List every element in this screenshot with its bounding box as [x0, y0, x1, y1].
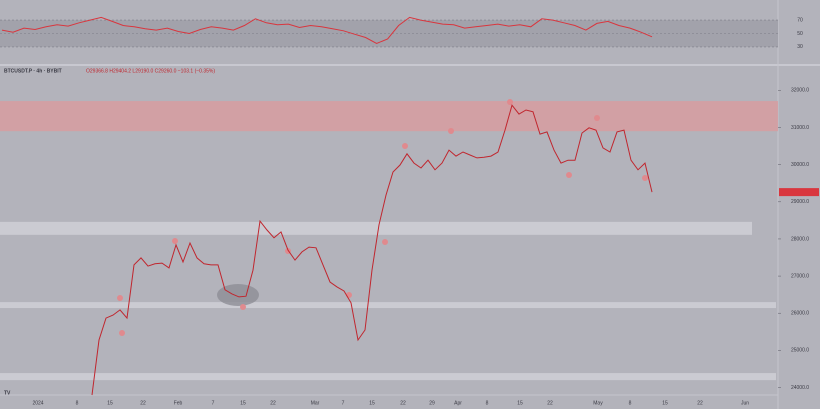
zone [0, 373, 776, 381]
zone [0, 221, 752, 235]
highlight-ellipse [217, 284, 259, 306]
pivot [402, 143, 408, 149]
rsi-tick-label: 30 [797, 44, 803, 50]
x-tick-label: 15 [662, 400, 668, 406]
y-tick-label: 27000.0 [791, 273, 809, 279]
zone [0, 302, 776, 309]
x-tick-label: 15 [240, 400, 246, 406]
x-tick-label: 15 [107, 400, 113, 406]
symbol-title: BTCUSDT.P · 4h · BYBIT [4, 68, 62, 74]
pivot-markers [117, 99, 648, 336]
x-tick-label: Feb [174, 400, 183, 406]
x-tick-label: 22 [140, 400, 146, 406]
pivot [594, 115, 600, 121]
x-tick-label: Apr [454, 400, 462, 406]
x-tick-label: 22 [697, 400, 703, 406]
ohlc-readout: O29366.8 H29404.2 L29190.0 C29260.0 −103… [86, 68, 215, 74]
x-tick-label: 29 [429, 400, 435, 406]
x-tick-label: Mar [311, 400, 320, 406]
pivot [642, 175, 648, 181]
x-tick-label: 22 [400, 400, 406, 406]
x-tick-label: 22 [270, 400, 276, 406]
pivot [566, 172, 572, 178]
x-tick-label: 7 [212, 400, 215, 406]
y-tick-label: 25000.0 [791, 348, 809, 354]
y-tick-label: 24000.0 [791, 385, 809, 391]
zone [0, 101, 778, 132]
y-tick-label: 31000.0 [791, 125, 809, 131]
last-price-tag [779, 188, 819, 197]
pivot [117, 295, 123, 301]
x-tick-label: 15 [369, 400, 375, 406]
pivot [119, 330, 125, 336]
x-tick-label: 8 [76, 400, 79, 406]
y-tick-label: 28000.0 [791, 236, 809, 242]
y-tick-label: 26000.0 [791, 311, 809, 317]
pivot [240, 304, 246, 310]
x-tick-label: 2024 [32, 400, 43, 406]
rsi-line [1, 16, 653, 45]
pivot [448, 128, 454, 134]
x-tick-label: Jun [741, 400, 749, 406]
y-tick-label: 29000.0 [791, 199, 809, 205]
logo: TV [4, 390, 11, 396]
x-tick-label: May [593, 400, 603, 406]
price-line [91, 104, 653, 396]
x-tick-label: 15 [517, 400, 523, 406]
x-tick-label: 8 [486, 400, 489, 406]
rsi-tick-label: 50 [797, 31, 803, 37]
x-tick-label: 22 [547, 400, 553, 406]
x-tick-label: 8 [629, 400, 632, 406]
pivot [382, 239, 388, 245]
rsi-tick-label: 70 [797, 17, 803, 23]
pivot [507, 99, 513, 105]
y-tick-label: 30000.0 [791, 162, 809, 168]
x-tick-label: 7 [342, 400, 345, 406]
y-tick-label: 32000.0 [791, 88, 809, 94]
pivot [172, 238, 178, 244]
